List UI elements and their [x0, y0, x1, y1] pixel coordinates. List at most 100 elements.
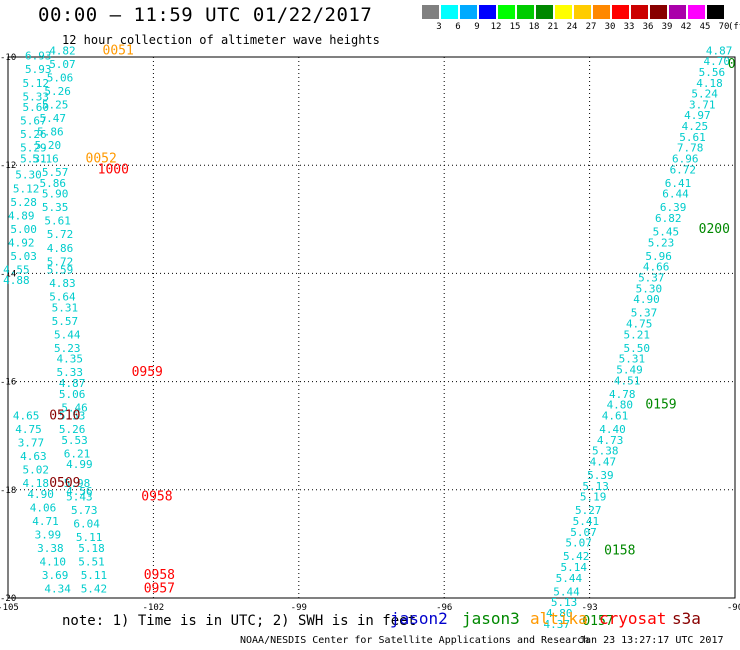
swh-value-label: 4.55 [3, 263, 30, 276]
pass-time-label: 0958 [144, 568, 175, 583]
legend-label: 18 [528, 22, 540, 32]
legend-swatch [441, 5, 458, 19]
swh-value-label: 5.12 [13, 182, 39, 195]
legend-swatch [460, 5, 477, 19]
swh-value-label: 5.96 [645, 250, 672, 263]
pass-time-label: 0051 [103, 43, 134, 58]
swh-value-label: 5.57 [52, 315, 78, 328]
swh-value-label: 5.44 [54, 328, 81, 341]
swh-value-label: 4.83 [49, 277, 76, 290]
swh-value-label: 6.04 [73, 518, 100, 531]
swh-value-label: 4.65 [13, 409, 39, 422]
legend-swatch [669, 5, 686, 19]
swh-value-label: 5.51 [78, 556, 105, 569]
swh-value-label: 7.78 [677, 142, 704, 155]
swh-value-label: 5.06 [59, 388, 86, 401]
swh-value-label: 5.31 [619, 353, 646, 366]
swh-value-label: 5.47 [40, 112, 67, 125]
swh-value-label: 4.80 [607, 399, 634, 412]
pass-time-label: 0509 [49, 476, 80, 491]
swh-value-label: 5.11 [81, 569, 108, 582]
swh-value-label: 4.06 [30, 501, 56, 514]
legend-label: 45 [699, 22, 711, 32]
swh-value-label: 5.67 [20, 115, 47, 128]
swh-value-label: 6.82 [655, 212, 682, 225]
swh-value-label: 4.34 [44, 583, 71, 596]
swh-value-label: 5.24 [691, 88, 718, 101]
swh-value-label: 4.70 [703, 55, 730, 68]
x-tick-label: -99 [291, 603, 307, 613]
footer-note: note: 1) Time is in UTC; 2) SWH is in fe… [62, 613, 417, 629]
swh-value-label: 5.44 [553, 585, 580, 598]
swh-value-label: 4.40 [599, 423, 626, 436]
legend-label: 6 [455, 22, 461, 32]
swh-value-label: 5.42 [81, 583, 108, 596]
swh-value-label: 3.38 [37, 542, 64, 555]
swh-value-label: 5.86 [40, 177, 67, 190]
pass-time-label: 0958 [141, 490, 172, 505]
swh-value-label: 5.13 [551, 596, 578, 609]
legend-label: 33 [623, 22, 635, 32]
swh-value-label: 5.72 [47, 228, 73, 241]
swh-value-label: 6.44 [662, 188, 689, 201]
swh-value-label: 5.41 [573, 515, 600, 528]
swh-value-label: 4.92 [8, 236, 35, 249]
swh-value-label: 5.33 [23, 90, 50, 103]
satellite-label-altika: altika [530, 609, 588, 628]
swh-value-label: 5.26 [59, 423, 86, 436]
legend-label: 30 [604, 22, 616, 32]
x-tick-label: -102 [143, 603, 165, 613]
swh-value-label: 5.16 [32, 152, 59, 165]
pass-time-label: 0052 [86, 151, 117, 166]
pass-time-label: 0159 [645, 398, 676, 413]
swh-value-label: 4.25 [682, 120, 709, 133]
swh-value-label: 4.90 [633, 293, 660, 306]
swh-value-label: 5.27 [575, 504, 602, 517]
legend-swatch [517, 5, 534, 19]
swh-value-label: 5.86 [37, 125, 64, 138]
pass-time-label: 0959 [132, 365, 163, 380]
swh-value-label: 5.11 [76, 531, 103, 544]
pass-time-label: 0158 [604, 544, 635, 559]
swh-value-label: 4.18 [696, 77, 723, 90]
legend-swatch [555, 5, 572, 19]
swh-value-label: 4.66 [643, 261, 670, 274]
legend-unit: (ft) [728, 22, 740, 32]
swh-value-label: 4.97 [684, 109, 711, 122]
swh-value-label: 5.13 [582, 480, 609, 493]
pass-time-label: 0157 [582, 614, 613, 629]
swh-value-label: 5.56 [699, 66, 726, 79]
swh-value-label: 5.07 [49, 58, 76, 71]
swh-value-label: 3.69 [42, 569, 69, 582]
swh-value-label: 5.23 [648, 236, 675, 249]
swh-value-label: 4.61 [602, 409, 629, 422]
swh-value-label: 5.42 [563, 550, 590, 563]
swh-value-label: 4.89 [8, 209, 35, 222]
legend-swatch [688, 5, 705, 19]
swh-value-label: 4.75 [626, 318, 653, 331]
swh-value-label: 5.31 [52, 301, 78, 314]
swh-value-label: 5.53 [61, 434, 88, 447]
swh-value-label: 5.00 [10, 223, 37, 236]
swh-value-label: 5.21 [624, 328, 651, 341]
legend-swatch [650, 5, 667, 19]
swh-value-label: 5.43 [66, 491, 93, 504]
swh-value-label: 4.47 [590, 455, 617, 468]
swh-value-label: 5.03 [10, 250, 37, 263]
swh-value-label: 5.30 [15, 169, 42, 182]
satellite-label-jason2: jason2 [390, 609, 448, 628]
legend-swatch [479, 5, 496, 19]
legend-swatch [574, 5, 591, 19]
swh-value-label: 3.99 [35, 528, 62, 541]
swh-value-label: 5.23 [54, 342, 81, 355]
swh-value-label: 4.99 [66, 458, 93, 471]
swh-value-label: 5.12 [23, 77, 50, 90]
swh-value-label: 5.50 [624, 342, 651, 355]
swh-value-label: 4.51 [614, 374, 641, 387]
swh-value-label: 5.07 [565, 537, 592, 550]
y-tick-label: -12 [0, 161, 16, 171]
swh-value-label: 5.31 [20, 152, 47, 165]
swh-value-label: 4.90 [27, 488, 53, 501]
swh-value-label: 5.20 [35, 139, 62, 152]
legend-swatch [536, 5, 553, 19]
